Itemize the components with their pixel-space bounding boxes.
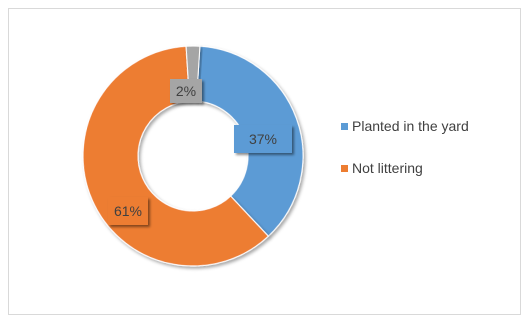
legend: Planted in the yard Not littering (341, 117, 469, 201)
label-planted-text: 37% (249, 131, 277, 147)
label-other-box (170, 79, 202, 103)
legend-item-not-littering: Not littering (341, 159, 469, 177)
donut-slices (82, 45, 304, 267)
legend-swatch-not-littering (341, 164, 348, 172)
data-labels: 37% 61% 2% (108, 79, 292, 225)
label-not-littering: 61% (108, 197, 148, 225)
label-other-text: 2% (176, 83, 196, 99)
legend-label-planted: Planted in the yard (352, 118, 469, 134)
label-not-littering-box (108, 197, 148, 225)
legend-label-not-littering: Not littering (352, 160, 423, 176)
legend-swatch-planted (341, 122, 348, 130)
label-planted-box (234, 125, 292, 153)
label-other: 2% (170, 79, 202, 103)
legend-item-planted: Planted in the yard (341, 117, 469, 135)
label-planted: 37% (234, 125, 292, 153)
label-not-littering-text: 61% (114, 203, 142, 219)
